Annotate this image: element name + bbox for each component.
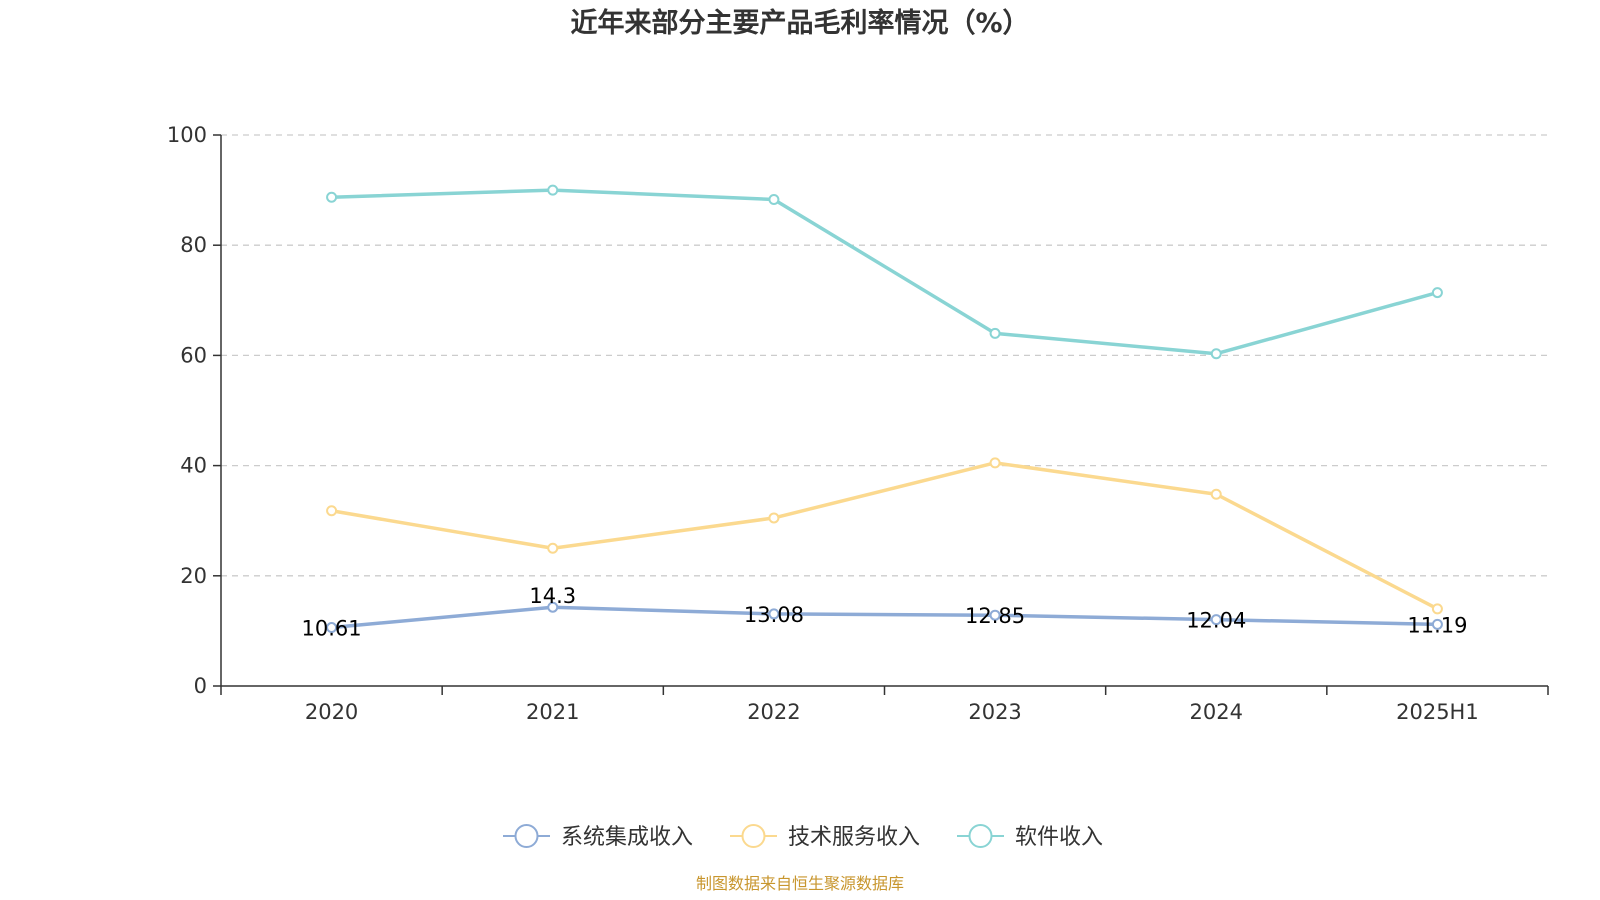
series-lines: [326, 184, 1443, 634]
x-tick-label: 2020: [305, 700, 358, 724]
series-line-1: [331, 461, 1439, 611]
y-tick-label: 40: [180, 454, 207, 478]
x-tick-label: 2021: [526, 700, 579, 724]
data-point[interactable]: [768, 608, 780, 620]
legend-item-1[interactable]: 技术服务收入: [730, 824, 920, 850]
data-point[interactable]: [326, 191, 338, 203]
data-point[interactable]: [1431, 618, 1443, 630]
data-point[interactable]: [768, 193, 780, 205]
legend-item-0[interactable]: 系统集成收入: [503, 824, 693, 850]
tick-labels: 0 20 40 60 80 100 2020 2021 2022 2023 2024 2025H1: [167, 123, 1479, 724]
legend-label: 技术服务收入: [788, 825, 920, 850]
data-point[interactable]: [989, 609, 1001, 621]
x-tick-label: 2024: [1190, 700, 1243, 724]
y-tick-label: 20: [180, 564, 207, 588]
data-point[interactable]: [1431, 287, 1443, 299]
y-tick-label: 60: [180, 343, 207, 367]
axes: [220, 135, 1549, 695]
source-note: 制图数据来自恒生聚源数据库: [696, 874, 904, 893]
series-line-0: [331, 605, 1438, 630]
y-tick-label: 80: [180, 233, 207, 257]
legend-marker: [514, 824, 539, 848]
data-point[interactable]: [547, 601, 559, 613]
y-tick-label: 100: [167, 123, 207, 147]
data-label: 13.08: [744, 603, 804, 627]
series-line-2: [331, 188, 1438, 356]
data-point[interactable]: [1210, 614, 1222, 626]
data-point[interactable]: [547, 542, 559, 554]
legend-item-2[interactable]: 软件收入: [957, 824, 1103, 850]
data-point[interactable]: [989, 327, 1001, 339]
x-tick-label: 2025H1: [1396, 700, 1479, 724]
data-point[interactable]: [768, 512, 780, 524]
legend-label: 软件收入: [1015, 825, 1103, 850]
x-tick-label: 2022: [747, 700, 800, 724]
data-label: 12.85: [965, 604, 1025, 628]
data-point[interactable]: [1210, 488, 1222, 500]
legend-marker: [968, 824, 993, 848]
data-label: 11.19: [1407, 613, 1467, 637]
data-point[interactable]: [989, 457, 1001, 469]
data-point[interactable]: [326, 622, 338, 634]
data-point[interactable]: [1431, 603, 1443, 615]
x-tick-label: 2023: [968, 700, 1021, 724]
legend-marker: [741, 824, 766, 848]
data-label: 12.04: [1186, 609, 1246, 633]
data-labels: 10.61 14.3 13.08 12.85 12.04 11.19: [302, 584, 1468, 640]
data-label: 14.3: [529, 584, 576, 608]
gridlines: [221, 134, 1548, 577]
data-label: 10.61: [302, 617, 362, 641]
legend[interactable]: 系统集成收入 技术服务收入 软件收入: [503, 824, 1103, 850]
data-point[interactable]: [326, 505, 338, 517]
chart-title: 近年来部分主要产品毛利率情况（%）: [570, 7, 1029, 39]
y-tick-label: 0: [194, 674, 207, 698]
legend-label: 系统集成收入: [561, 825, 693, 850]
data-point[interactable]: [1210, 348, 1222, 360]
data-point[interactable]: [547, 184, 559, 196]
